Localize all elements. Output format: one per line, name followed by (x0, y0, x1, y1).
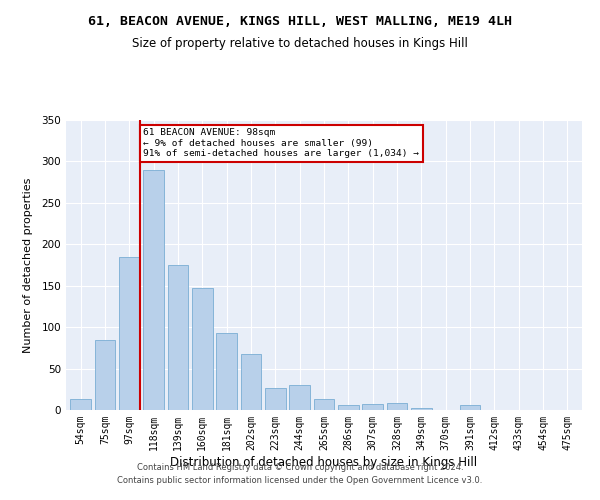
Bar (411, 408, 432, 410)
X-axis label: Distribution of detached houses by size in Kings Hill: Distribution of detached houses by size … (170, 456, 478, 468)
Bar (314, 399, 334, 410)
Bar (119, 256, 140, 410)
Y-axis label: Number of detached properties: Number of detached properties (23, 178, 33, 352)
Text: 61 BEACON AVENUE: 98sqm
← 9% of detached houses are smaller (99)
91% of semi-det: 61 BEACON AVENUE: 98sqm ← 9% of detached… (143, 128, 419, 158)
Bar (216, 333, 237, 410)
Bar (386, 404, 407, 410)
Bar (362, 404, 383, 410)
Bar (460, 405, 481, 410)
Text: Contains HM Land Registry data © Crown copyright and database right 2024.
Contai: Contains HM Land Registry data © Crown c… (118, 464, 482, 485)
Bar (95, 340, 115, 410)
Text: 61, BEACON AVENUE, KINGS HILL, WEST MALLING, ME19 4LH: 61, BEACON AVENUE, KINGS HILL, WEST MALL… (88, 15, 512, 28)
Text: Size of property relative to detached houses in Kings Hill: Size of property relative to detached ho… (132, 38, 468, 51)
Bar (241, 354, 262, 410)
Bar (289, 385, 310, 410)
Bar (192, 288, 212, 410)
Bar (70, 399, 91, 410)
Bar (338, 405, 359, 410)
Bar (167, 265, 188, 410)
Bar (143, 170, 164, 410)
Bar (265, 388, 286, 410)
